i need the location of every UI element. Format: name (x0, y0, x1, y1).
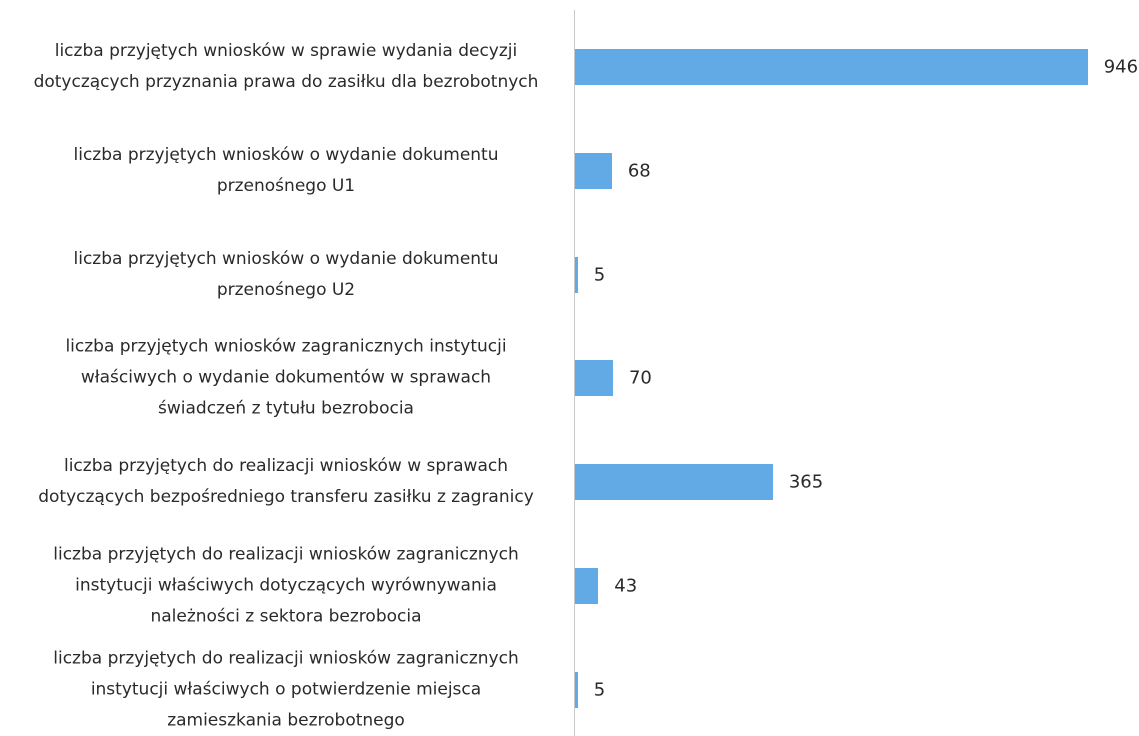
value-label: 70 (628, 367, 652, 389)
category-label: liczba przyjętych wniosków zagranicznych… (65, 336, 507, 419)
category-label: liczba przyjętych wniosków w sprawie wyd… (33, 41, 539, 92)
category-label: liczba przyjętych do realizacji wniosków… (53, 544, 519, 627)
category-axis (574, 10, 575, 736)
bar (575, 152, 612, 189)
category-label: liczba przyjętych wniosków o wydanie dok… (73, 144, 499, 196)
value-label: 946 (1103, 56, 1139, 78)
bar (575, 49, 1088, 85)
bar (575, 256, 578, 293)
value-label: 68 (627, 160, 651, 182)
category-label: liczba przyjętych wniosków o wydanie dok… (73, 248, 499, 300)
bar (575, 464, 773, 501)
bar (575, 360, 613, 397)
bar (575, 671, 578, 708)
category-label: liczba przyjętych do realizacji wniosków… (53, 648, 519, 731)
value-label: 5 (593, 264, 606, 286)
category-label: liczba przyjętych do realizacji wniosków… (38, 456, 534, 508)
value-label: 5 (593, 679, 606, 701)
bar (575, 568, 599, 604)
value-label: 365 (788, 471, 824, 493)
value-label: 43 (614, 575, 638, 597)
